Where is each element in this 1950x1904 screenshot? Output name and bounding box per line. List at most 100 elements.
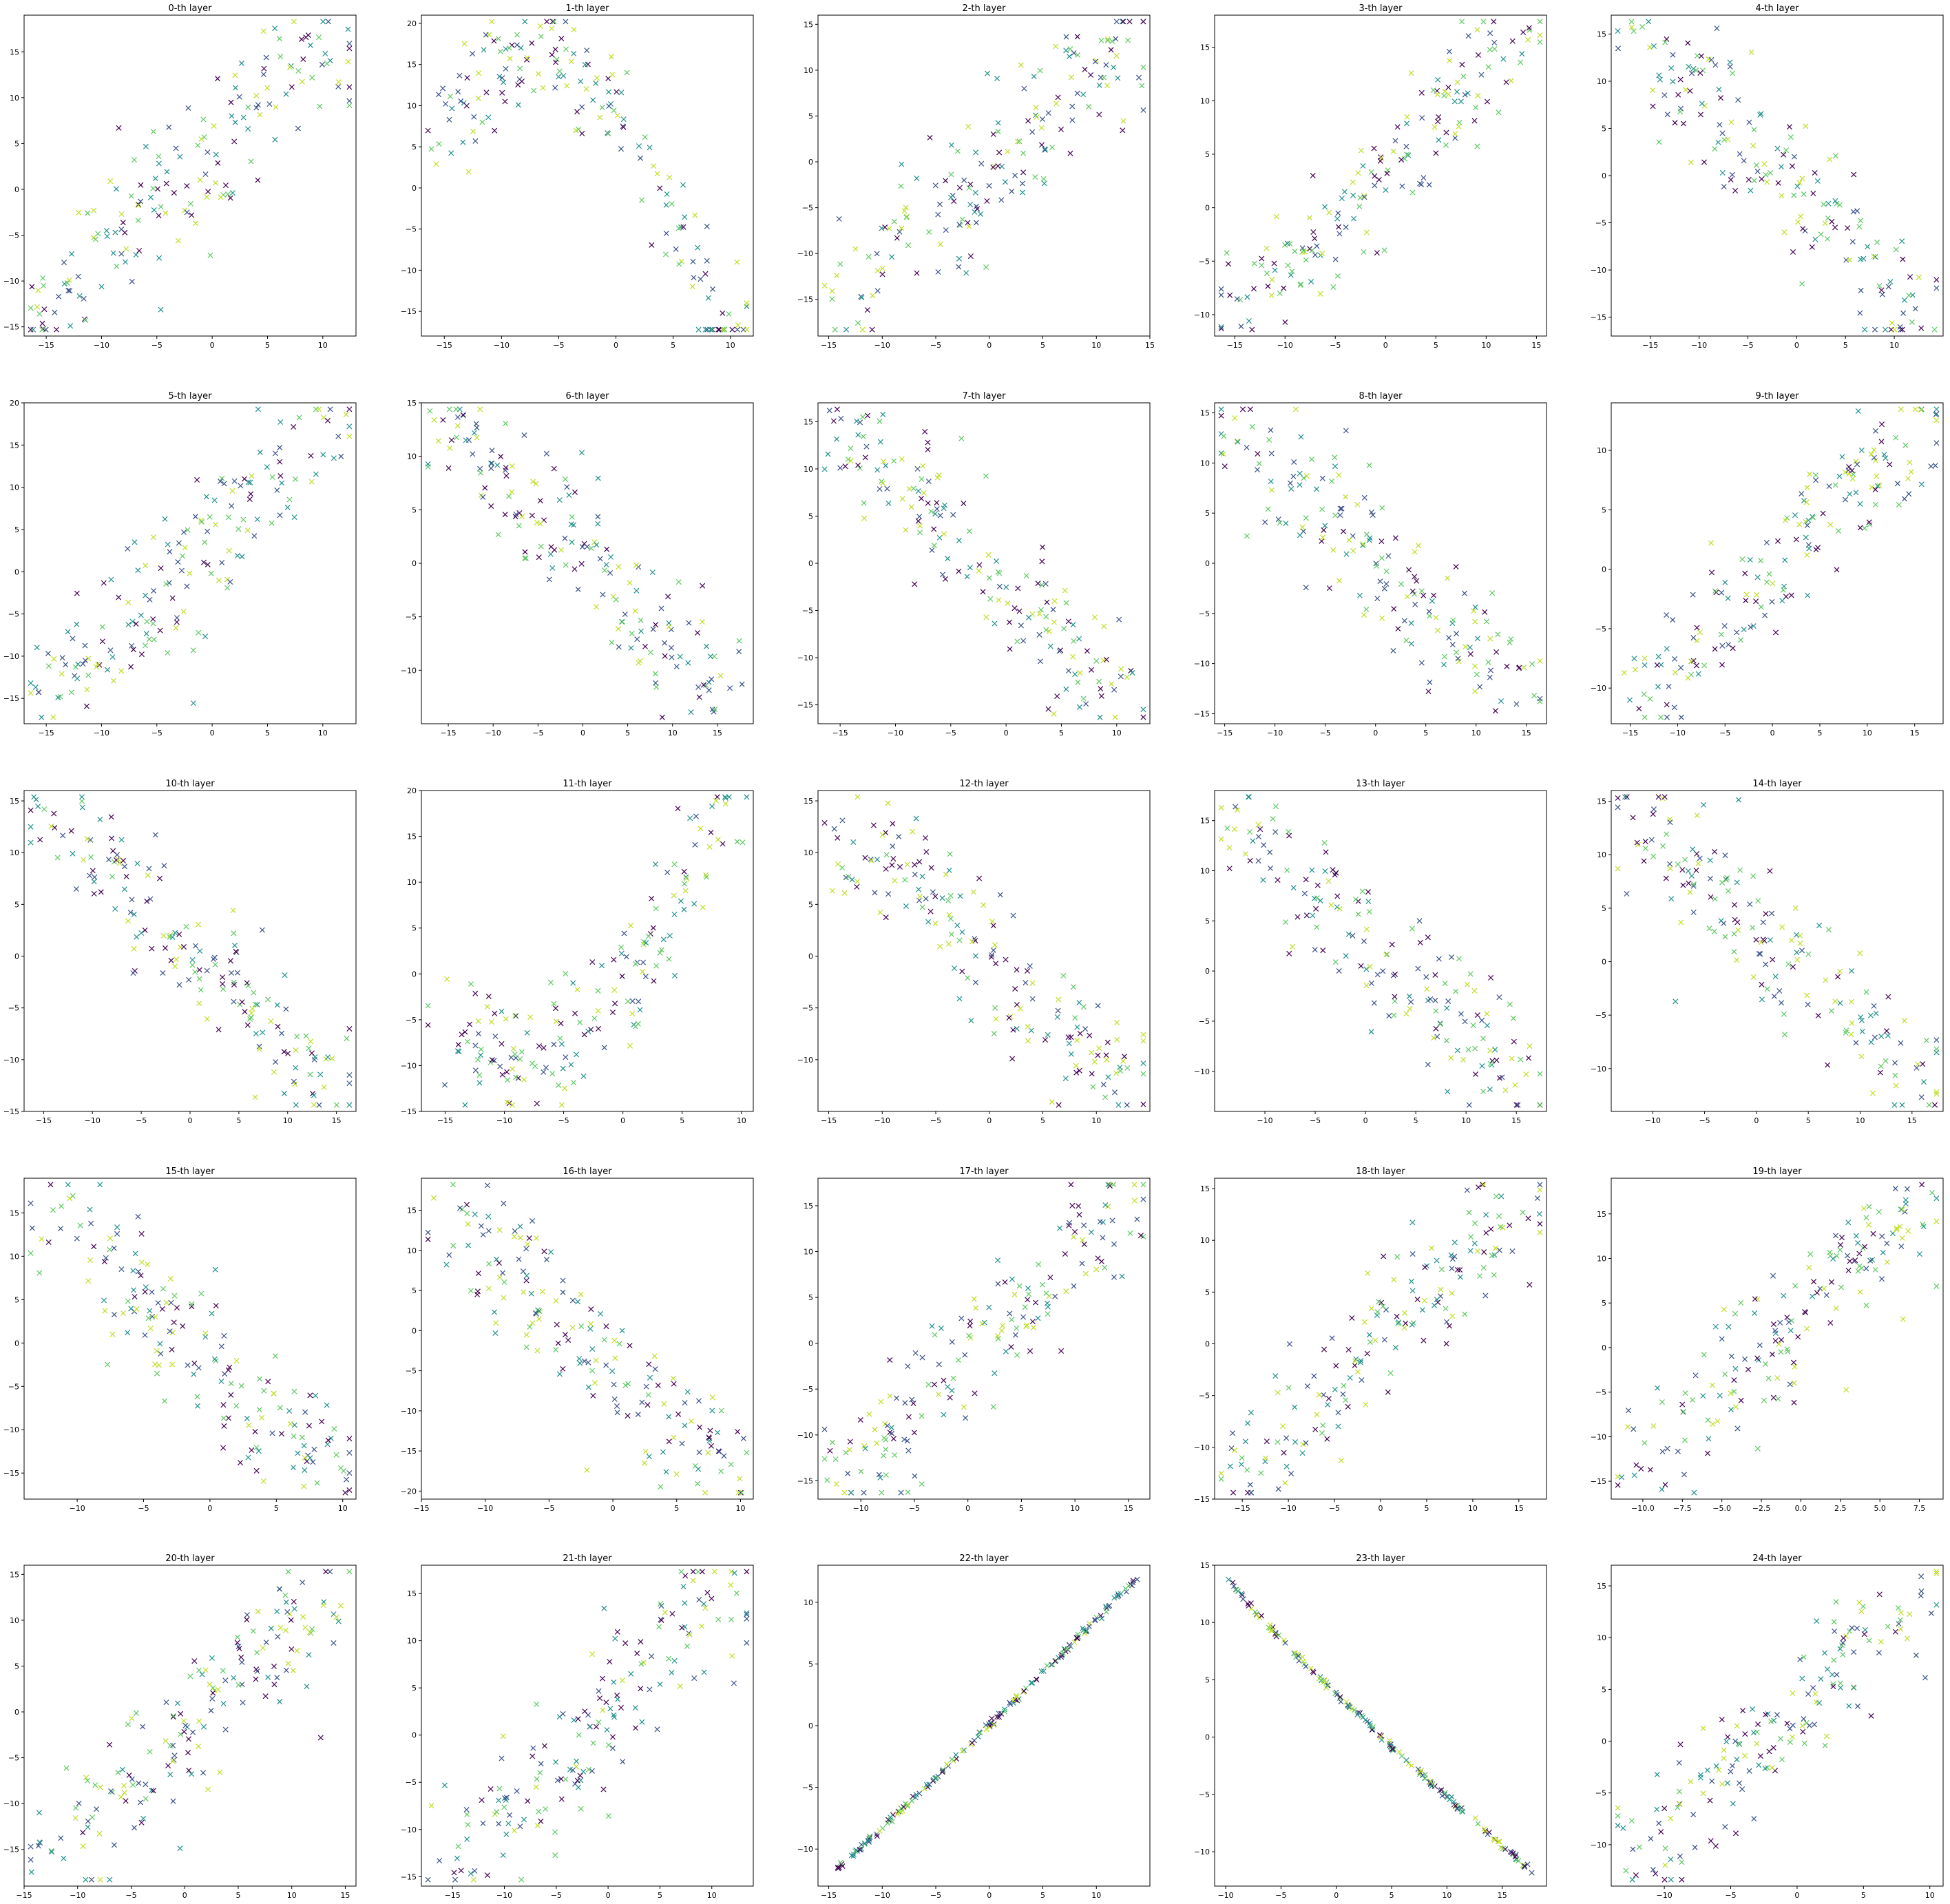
point-marker (964, 574, 970, 580)
point-marker (1855, 408, 1861, 415)
point-marker (859, 295, 865, 301)
point-marker (1790, 1690, 1796, 1696)
point-marker (835, 861, 841, 867)
point-marker (646, 1454, 652, 1460)
point-marker (1860, 1205, 1867, 1211)
point-marker (846, 874, 852, 880)
point-marker (1452, 135, 1458, 141)
point-marker (85, 210, 91, 216)
point-marker (620, 116, 627, 123)
point-marker (699, 1569, 705, 1575)
point-marker (1460, 1808, 1466, 1815)
point-marker (1837, 1680, 1843, 1686)
point-marker (1810, 1685, 1816, 1691)
point-marker (1751, 1816, 1757, 1822)
point-marker (468, 981, 474, 987)
point-marker (1929, 1190, 1935, 1196)
point-marker (543, 1806, 549, 1812)
point-marker (237, 1460, 244, 1466)
point-marker (985, 70, 991, 76)
point-marker (142, 1332, 148, 1338)
point-marker (643, 1383, 649, 1390)
point-marker (138, 182, 144, 188)
point-marker (1748, 49, 1754, 55)
point-marker (926, 229, 932, 236)
point-marker (956, 255, 963, 262)
y-tick-label: −15 (1591, 1477, 1606, 1486)
point-marker (1858, 1609, 1865, 1615)
point-marker (524, 56, 530, 63)
point-marker (1434, 92, 1440, 98)
point-marker (1338, 1457, 1344, 1464)
point-marker (202, 634, 209, 640)
point-marker (1757, 951, 1763, 957)
point-marker (192, 943, 199, 949)
point-marker (1766, 571, 1772, 577)
point-marker (1802, 1308, 1808, 1315)
point-marker (671, 861, 678, 868)
point-marker (1832, 1628, 1838, 1634)
point-marker (1336, 231, 1343, 237)
point-marker (627, 580, 633, 586)
point-marker (1675, 92, 1681, 98)
point-marker (1284, 867, 1290, 873)
y-tick-label: 0 (14, 952, 19, 961)
point-marker (983, 264, 989, 271)
point-marker (1283, 919, 1289, 925)
point-marker (899, 225, 905, 231)
point-marker (425, 461, 431, 467)
point-marker (160, 932, 167, 939)
point-marker (218, 1343, 224, 1350)
point-marker (190, 700, 196, 707)
point-marker (1446, 1323, 1453, 1329)
point-marker (881, 1452, 887, 1458)
point-marker (228, 970, 235, 976)
point-marker (911, 1430, 917, 1436)
point-marker (444, 976, 450, 982)
point-marker (1615, 1812, 1621, 1819)
x-tick-label: 10 (318, 341, 328, 350)
point-marker (934, 474, 941, 481)
point-marker (682, 888, 689, 894)
point-marker (299, 1434, 305, 1441)
point-marker (1829, 1671, 1836, 1677)
point-marker (977, 211, 984, 217)
point-marker (335, 79, 342, 85)
point-marker (886, 225, 892, 232)
point-marker (1832, 224, 1838, 231)
subplot-title: 4-th layer (1755, 3, 1799, 14)
point-marker (1060, 1650, 1066, 1656)
point-marker (1044, 1662, 1050, 1668)
point-marker (722, 326, 728, 333)
point-marker (248, 158, 254, 165)
point-marker (870, 293, 876, 299)
point-marker (600, 592, 606, 598)
point-marker (1772, 1338, 1779, 1344)
point-marker (518, 79, 525, 85)
y-tick-label: −10 (3, 277, 19, 286)
point-marker (1272, 267, 1278, 273)
point-marker (1396, 1319, 1402, 1326)
point-marker (618, 950, 625, 956)
point-marker (92, 236, 98, 242)
point-marker (1537, 1182, 1543, 1188)
x-tick-label: −10 (70, 1891, 85, 1900)
point-marker (134, 860, 140, 866)
point-marker (571, 27, 577, 33)
y-tick-label: −15 (3, 1107, 19, 1116)
point-marker (39, 714, 45, 720)
x-tick-label: 0 (611, 1504, 616, 1513)
point-marker (1624, 890, 1630, 897)
point-marker (251, 533, 258, 539)
point-marker (1092, 59, 1098, 65)
point-marker (204, 967, 210, 974)
point-marker (1101, 623, 1107, 629)
point-marker (1441, 653, 1448, 660)
point-marker (609, 1745, 616, 1751)
point-marker (1496, 994, 1502, 1001)
point-marker (113, 186, 119, 192)
point-marker (1690, 909, 1697, 915)
point-marker (709, 676, 715, 682)
point-marker (238, 483, 244, 489)
